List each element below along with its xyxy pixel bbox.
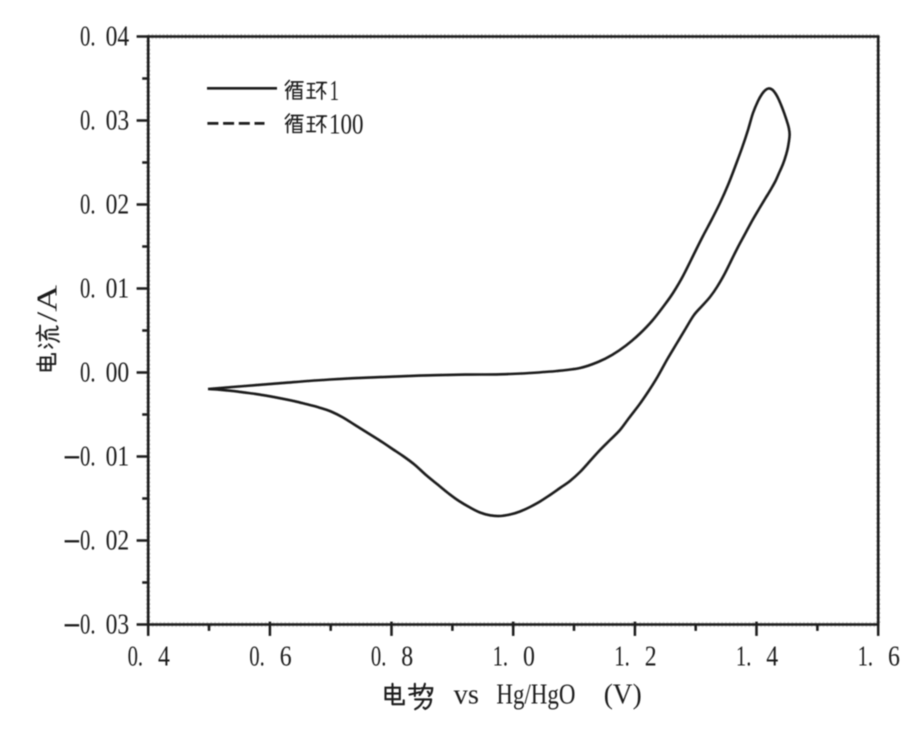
svg-text:100: 100 <box>329 109 364 140</box>
svg-text:1: 1 <box>330 76 340 107</box>
svg-text:02: 02 <box>106 190 130 221</box>
svg-text:03: 03 <box>106 106 130 137</box>
svg-text:1.: 1. <box>614 642 630 673</box>
svg-text:0.: 0. <box>80 106 96 137</box>
svg-text:6: 6 <box>280 642 292 673</box>
svg-text:01: 01 <box>106 274 130 305</box>
svg-text:0.: 0. <box>249 642 264 673</box>
svg-text:(V): (V) <box>604 680 642 711</box>
svg-text:Hg/HgO: Hg/HgO <box>496 680 575 711</box>
svg-text:0.: 0. <box>128 642 144 673</box>
svg-text:03: 03 <box>106 610 130 641</box>
svg-text:0.: 0. <box>371 642 387 673</box>
svg-text:8: 8 <box>401 642 413 673</box>
svg-text:0.: 0. <box>80 442 96 473</box>
svg-text:00: 00 <box>106 358 130 389</box>
svg-text:1.: 1. <box>736 642 752 673</box>
svg-text:0.: 0. <box>80 190 96 221</box>
svg-text:2: 2 <box>645 642 657 673</box>
svg-text:6: 6 <box>888 642 900 673</box>
svg-text:02: 02 <box>106 526 130 557</box>
svg-text:1.: 1. <box>493 642 509 673</box>
svg-text:4: 4 <box>158 642 170 673</box>
svg-text:0.: 0. <box>80 358 96 389</box>
svg-text:0.: 0. <box>80 274 96 305</box>
svg-text:/A: /A <box>33 284 64 322</box>
svg-text:0.: 0. <box>80 610 96 641</box>
svg-text:vs: vs <box>454 680 479 711</box>
svg-text:4: 4 <box>766 642 778 673</box>
svg-text:0: 0 <box>523 642 535 673</box>
svg-text:0.: 0. <box>80 22 96 53</box>
svg-text:01: 01 <box>106 442 130 473</box>
svg-text:0.: 0. <box>80 526 96 557</box>
svg-text:04: 04 <box>106 22 130 53</box>
svg-text:1.: 1. <box>858 642 874 673</box>
